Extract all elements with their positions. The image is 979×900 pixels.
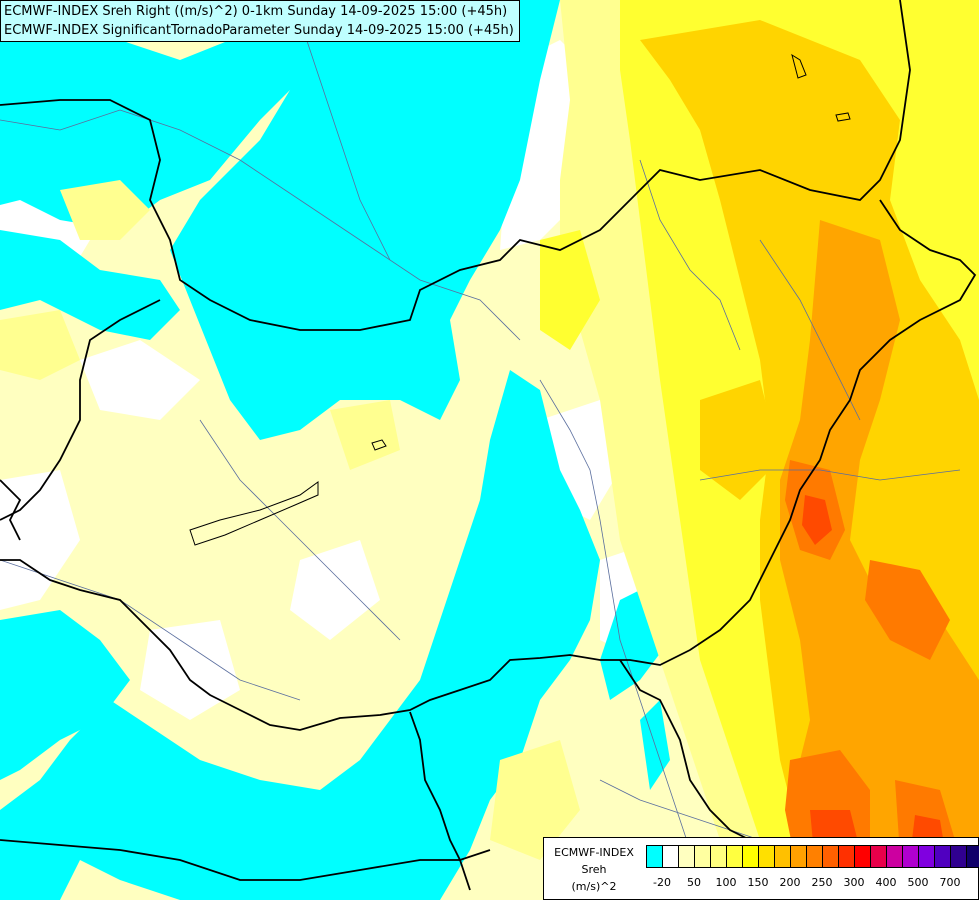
legend-tick-label: 100 bbox=[715, 876, 737, 889]
legend-unit: (m/s)^2 bbox=[571, 880, 617, 893]
legend-swatch bbox=[951, 846, 967, 867]
legend-swatch bbox=[935, 846, 951, 867]
legend-swatches bbox=[646, 845, 979, 868]
legend-swatch bbox=[743, 846, 759, 867]
legend-tick-label: 150 bbox=[747, 876, 769, 889]
title-line-stp: ECMWF-INDEX SignificantTornadoParameter … bbox=[4, 23, 514, 38]
legend-swatch bbox=[775, 846, 791, 867]
legend-tick-label: 200 bbox=[779, 876, 801, 889]
legend-tick-label: 50 bbox=[687, 876, 701, 889]
small-lake bbox=[371, 439, 387, 451]
legend-swatch bbox=[823, 846, 839, 867]
legend-swatch bbox=[887, 846, 903, 867]
legend-tick-label: 300 bbox=[843, 876, 865, 889]
legend-swatch bbox=[679, 846, 695, 867]
legend-tick-label: -20 bbox=[653, 876, 671, 889]
orange-areas bbox=[780, 220, 979, 900]
lakes bbox=[189, 53, 851, 546]
legend-swatch bbox=[759, 846, 775, 867]
legend-tick-label: 700 bbox=[939, 876, 961, 889]
legend-variable: Sreh bbox=[581, 863, 607, 876]
small-lake-3 bbox=[835, 112, 851, 122]
legend-swatch bbox=[919, 846, 935, 867]
map-title-box: ECMWF-INDEX Sreh Right ((m/s)^2) 0-1km S… bbox=[0, 0, 520, 42]
legend-tick-label: 400 bbox=[875, 876, 897, 889]
title-line-sreh: ECMWF-INDEX Sreh Right ((m/s)^2) 0-1km S… bbox=[4, 4, 508, 19]
small-lake-2 bbox=[791, 53, 807, 79]
legend-swatch bbox=[647, 846, 663, 867]
color-legend: ECMWF-INDEX Sreh (m/s)^2 -20 50 100 150 200 2… bbox=[543, 837, 979, 900]
legend-swatch bbox=[839, 846, 855, 867]
legend-swatch bbox=[711, 846, 727, 867]
legend-swatch bbox=[903, 846, 919, 867]
legend-title: ECMWF-INDEX bbox=[554, 846, 634, 859]
legend-swatch bbox=[855, 846, 871, 867]
legend-swatch bbox=[791, 846, 807, 867]
legend-tick-label: 250 bbox=[811, 876, 833, 889]
legend-swatch bbox=[663, 846, 679, 867]
legend-swatch bbox=[807, 846, 823, 867]
legend-swatch bbox=[967, 846, 979, 867]
legend-tick-label: 500 bbox=[907, 876, 929, 889]
lake-balaton bbox=[189, 481, 319, 546]
legend-swatch bbox=[727, 846, 743, 867]
legend-swatch bbox=[695, 846, 711, 867]
legend-swatch bbox=[871, 846, 887, 867]
legend-ticks: -20 50 100 150 200 250 300 400 500 700 bbox=[646, 876, 976, 892]
